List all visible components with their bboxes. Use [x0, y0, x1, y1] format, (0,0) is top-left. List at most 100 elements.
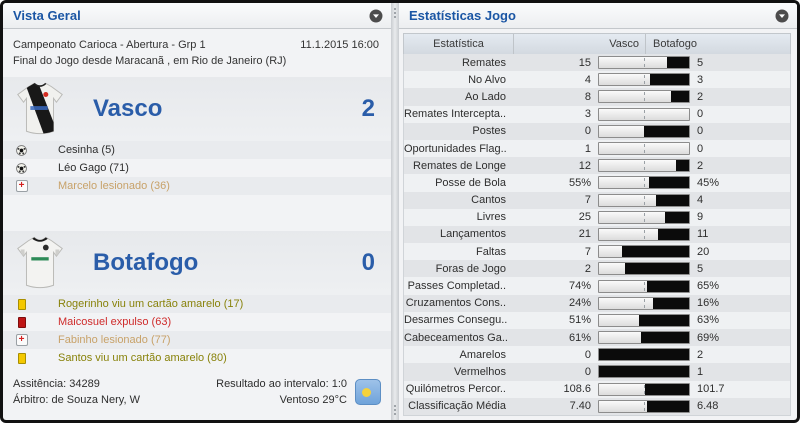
stat-row: Faltas 7 20	[404, 243, 790, 261]
home-team-name[interactable]: Vasco	[93, 95, 163, 122]
bar-midline	[644, 229, 645, 239]
event-text[interactable]: Fabinho lesionado (77)	[58, 334, 171, 346]
stats-table: Estatística Vasco Botafogo Remates 15 5 No …	[399, 29, 797, 420]
event-text[interactable]: Santos viu um cartão amarelo (80)	[58, 352, 227, 364]
away-team-name[interactable]: Botafogo	[93, 249, 199, 276]
panel-menu-button[interactable]	[369, 9, 383, 23]
stat-away-value: 3	[697, 73, 704, 86]
stat-bar	[598, 382, 690, 396]
stat-bar	[598, 262, 690, 276]
stat-away-value: 16%	[697, 297, 720, 310]
stat-away-value: 101.7	[697, 383, 725, 396]
stat-label: Foras de Jogo	[435, 262, 506, 275]
stat-bar	[598, 331, 690, 345]
event-row: + Marcelo lesionado (36)	[3, 177, 391, 195]
stat-home-value: 12	[578, 159, 591, 172]
spacer	[3, 195, 391, 231]
event-row: Santos viu um cartão amarelo (80)	[3, 349, 391, 367]
bar-midline	[644, 298, 645, 308]
bar-midline	[644, 75, 645, 85]
stat-row: Oportunidades Flag.. 1 0	[404, 139, 790, 158]
stat-away-value: 20	[697, 245, 710, 258]
stat-home-value: 61%	[568, 331, 591, 344]
footer-left: Assitência: 34289 Árbitro: de Souza Nery…	[13, 376, 140, 408]
bar-midline	[644, 161, 645, 171]
away-team-banner: Botafogo 0	[3, 231, 391, 295]
event-row: Léo Gago (71)	[3, 159, 391, 177]
sun-icon	[355, 379, 381, 405]
bar-away-fill	[639, 314, 689, 326]
match-meta: Campeonato Carioca - Abertura - Grp 1 11…	[3, 29, 391, 77]
stat-row: Amarelos 0 2	[404, 346, 790, 364]
stats-panel-title: Estatísticas Jogo	[409, 8, 516, 23]
event-row: Maicosuel expulso (63)	[3, 313, 391, 331]
stat-row: Postes 0 0	[404, 122, 790, 140]
stat-bar	[598, 107, 690, 121]
stat-away-value: 6.48	[697, 400, 719, 413]
overview-content: Campeonato Carioca - Abertura - Grp 1 11…	[3, 29, 391, 420]
venue-line: Final do Jogo desde Maracanã , em Rio de…	[13, 55, 287, 67]
stat-row: Cantos 7 4	[404, 191, 790, 209]
event-text[interactable]: Léo Gago (71)	[58, 162, 129, 174]
match-footer: Assitência: 34289 Árbitro: de Souza Nery…	[3, 368, 391, 420]
stat-label: Oportunidades Flag..	[404, 142, 507, 155]
home-team-banner: Vasco 2	[3, 77, 391, 141]
stat-home-value: 3	[584, 108, 591, 121]
stat-row: Remates de Longe 12 2	[404, 157, 790, 175]
stat-home-value: 108.6	[563, 383, 591, 396]
stat-home-value: 0	[584, 125, 591, 138]
stat-row: Classificação Média 7.40 6.48	[404, 397, 790, 415]
stat-row: Ao Lado 8 2	[404, 88, 790, 106]
stat-label: Lançamentos	[439, 228, 506, 241]
attendance-text: Assitência: 34289	[13, 378, 100, 390]
stat-label: Remates de Longe	[413, 159, 506, 172]
event-text[interactable]: Marcelo lesionado (36)	[58, 180, 170, 192]
overview-panel-header: Vista Geral	[3, 3, 391, 29]
stat-label: Desarmes Consegu..	[404, 314, 508, 327]
stat-home-value: 0	[584, 365, 591, 378]
overview-panel: Vista Geral Campeonato Carioca - Abertur…	[3, 3, 391, 420]
stat-row: Cruzamentos Cons.. 24% 16%	[404, 294, 790, 312]
bar-away-fill	[646, 400, 689, 412]
home-team-events: Cesinha (5) Léo Gago (71) + Marcelo lesiona…	[3, 141, 391, 195]
stat-home-value: 15	[578, 56, 591, 69]
referee-text: Árbitro: de Souza Nery, W	[13, 394, 140, 406]
event-text[interactable]: Rogerinho viu um cartão amarelo (17)	[58, 298, 244, 310]
event-text[interactable]: Cesinha (5)	[58, 144, 115, 156]
stat-home-value: 24%	[568, 297, 591, 310]
stat-label: Vermelhos	[454, 365, 506, 378]
stat-home-value: 4	[584, 73, 591, 86]
stat-bar	[598, 159, 690, 173]
stat-home-value: 55%	[568, 176, 591, 189]
stat-home-value: 8	[584, 90, 591, 103]
football-icon	[15, 144, 28, 156]
stat-row: Quilómetros Percor.. 108.6 101.7	[404, 380, 790, 398]
stat-bar	[598, 399, 690, 413]
stat-home-value: 1	[584, 142, 591, 155]
event-text[interactable]: Maicosuel expulso (63)	[58, 316, 172, 328]
bar-away-fill	[671, 91, 689, 103]
panel-splitter[interactable]	[391, 3, 399, 420]
stat-bar	[598, 296, 690, 310]
stat-bar	[598, 227, 690, 241]
stat-away-value: 0	[697, 108, 704, 121]
bar-away-fill	[599, 366, 689, 378]
stat-bar	[598, 73, 690, 87]
yellow-card-icon	[15, 352, 28, 364]
splitter-grip-top	[394, 8, 396, 18]
stats-panel: Estatísticas Jogo Estatística Vasco Bota…	[399, 3, 797, 420]
stat-home-value: 25	[578, 211, 591, 224]
bar-away-fill	[646, 280, 689, 292]
stat-label: Cruzamentos Cons..	[405, 297, 506, 310]
football-icon	[15, 162, 28, 174]
stat-away-value: 5	[697, 262, 704, 275]
stat-home-value: 51%	[568, 314, 591, 327]
bar-midline	[644, 212, 645, 222]
event-row: + Fabinho lesionado (77)	[3, 331, 391, 349]
stat-label: Livres	[476, 211, 506, 224]
bar-away-fill	[622, 246, 689, 258]
stats-rows: Remates 15 5 No Alvo 4 3 Ao Lado 8 2 Remates Inte…	[403, 54, 791, 416]
injury-icon: +	[15, 334, 28, 346]
panel-menu-button[interactable]	[775, 9, 789, 23]
stat-bar	[598, 210, 690, 224]
